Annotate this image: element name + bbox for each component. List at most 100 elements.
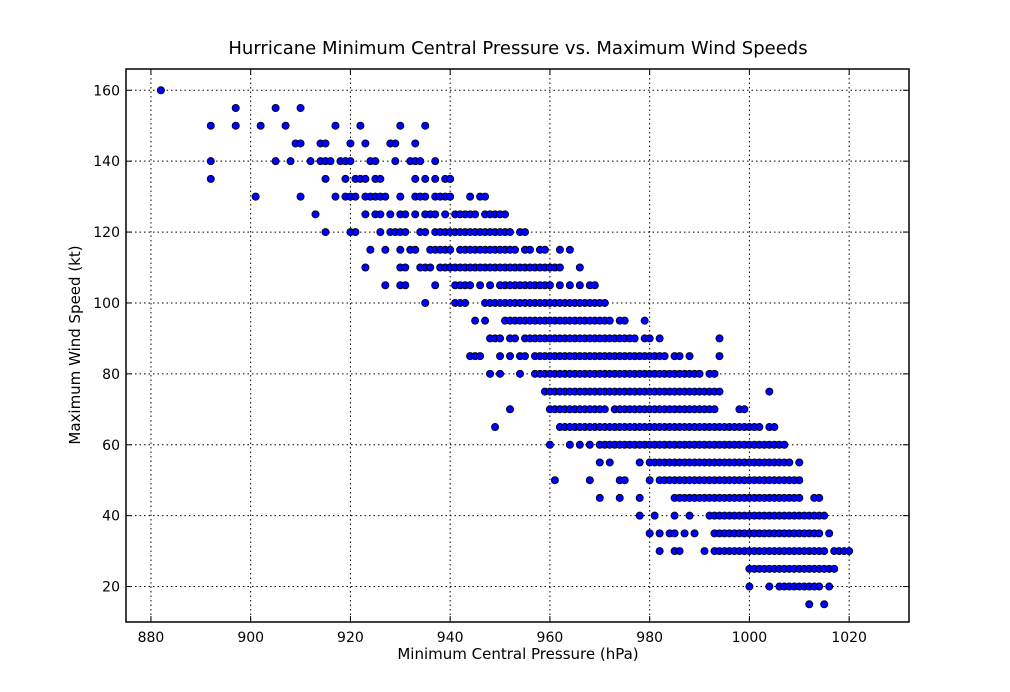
data-point	[271, 157, 280, 166]
data-point	[575, 281, 584, 290]
data-point	[660, 352, 669, 361]
data-point	[715, 387, 724, 396]
data-point	[401, 228, 410, 237]
data-point	[351, 228, 360, 237]
data-point	[675, 352, 684, 361]
y-tick-label: 20	[102, 580, 120, 596]
data-point	[770, 423, 779, 432]
data-point	[655, 529, 664, 538]
data-point	[685, 352, 694, 361]
data-point	[605, 458, 614, 467]
data-point	[615, 493, 624, 502]
data-point	[525, 245, 534, 254]
data-point	[540, 245, 549, 254]
data-point	[376, 210, 385, 219]
data-point	[496, 352, 505, 361]
data-point	[446, 245, 455, 254]
data-point	[321, 228, 330, 237]
data-point	[401, 263, 410, 272]
data-point	[585, 476, 594, 485]
data-point	[655, 547, 664, 556]
data-point	[256, 121, 265, 130]
data-point	[296, 192, 305, 201]
data-point	[496, 334, 505, 343]
data-point	[281, 121, 290, 130]
data-points	[156, 86, 854, 609]
data-point	[156, 86, 165, 95]
data-point	[421, 174, 430, 183]
data-point	[476, 352, 485, 361]
data-point	[565, 245, 574, 254]
data-point	[645, 529, 654, 538]
data-point	[306, 157, 315, 166]
data-point	[481, 192, 490, 201]
data-point	[446, 192, 455, 201]
data-point	[421, 228, 430, 237]
data-point	[795, 493, 804, 502]
data-point	[471, 210, 480, 219]
data-point	[600, 298, 609, 307]
data-point	[431, 157, 440, 166]
data-point	[411, 139, 420, 148]
data-point	[640, 316, 649, 325]
data-point	[765, 387, 774, 396]
data-point	[501, 210, 510, 219]
data-point	[401, 210, 410, 219]
y-tick-label: 40	[102, 509, 120, 525]
plot-frame	[125, 68, 910, 623]
data-point	[635, 493, 644, 502]
data-point	[595, 458, 604, 467]
y-tick-label: 120	[93, 225, 120, 241]
data-point	[650, 511, 659, 520]
data-point	[520, 352, 529, 361]
data-point	[411, 174, 420, 183]
data-point	[815, 493, 824, 502]
data-point	[486, 281, 495, 290]
data-point	[670, 511, 679, 520]
data-point	[431, 210, 440, 219]
data-point	[795, 476, 804, 485]
data-point	[431, 174, 440, 183]
x-tick-label: 940	[437, 630, 464, 646]
x-tick-label: 900	[237, 630, 264, 646]
data-point	[765, 582, 774, 591]
data-point	[401, 281, 410, 290]
data-point	[680, 529, 689, 538]
data-point	[745, 582, 754, 591]
y-tick-label: 80	[102, 367, 120, 383]
data-point	[820, 547, 829, 556]
data-point	[341, 174, 350, 183]
data-point	[575, 440, 584, 449]
data-point	[690, 529, 699, 538]
data-point	[515, 369, 524, 378]
data-point	[565, 440, 574, 449]
data-point	[675, 547, 684, 556]
data-point	[396, 245, 405, 254]
data-point	[481, 316, 490, 325]
data-point	[351, 192, 360, 201]
data-point	[600, 405, 609, 414]
data-point	[331, 121, 340, 130]
data-point	[710, 405, 719, 414]
data-point	[506, 352, 515, 361]
data-point	[491, 423, 500, 432]
data-point	[231, 103, 240, 112]
data-point	[416, 157, 425, 166]
data-point	[356, 121, 365, 130]
data-point	[396, 121, 405, 130]
x-tick-label: 980	[636, 630, 663, 646]
data-point	[575, 263, 584, 272]
data-point	[346, 157, 355, 166]
data-point	[466, 192, 475, 201]
data-point	[845, 547, 854, 556]
data-point	[381, 192, 390, 201]
data-point	[361, 210, 370, 219]
data-point	[550, 476, 559, 485]
data-point	[670, 529, 679, 538]
data-point	[511, 245, 520, 254]
data-point	[555, 245, 564, 254]
data-point	[630, 334, 639, 343]
data-point	[520, 228, 529, 237]
